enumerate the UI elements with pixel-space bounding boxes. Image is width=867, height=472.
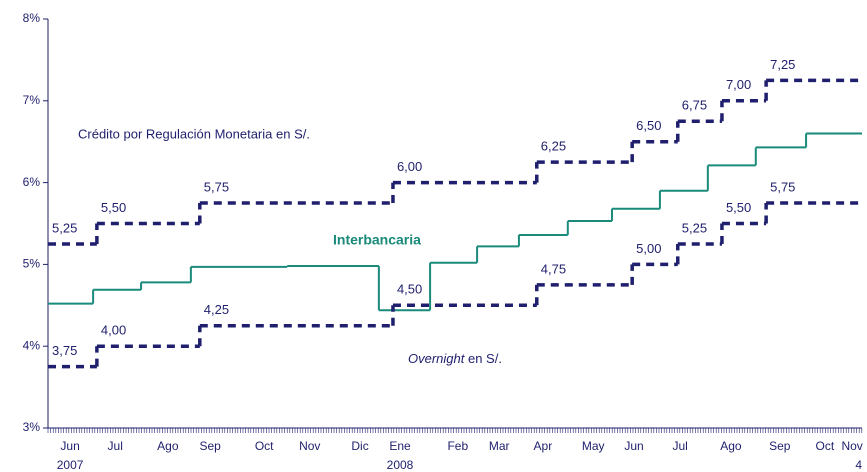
x-tick-label: Jun [60,439,79,453]
x-tick-label: Sep [199,439,221,453]
x-tick-label: Jul [672,439,687,453]
x-tick-label: Sep [769,439,791,453]
data-label: 5,75 [204,179,229,194]
y-tick-label: 6% [23,175,41,189]
data-label: 6,25 [541,139,566,154]
x-tick-label: Mar [489,439,510,453]
x-tick-label: Nov [841,439,862,453]
data-label: 6,75 [682,98,707,113]
x-tick-label: Dic [351,439,368,453]
year-label: 2008 [387,458,414,472]
x-tick-label: Ene [389,439,411,453]
x-tick-label: Nov [299,439,320,453]
year-label: 2007 [57,458,84,472]
y-tick-label: 3% [23,420,41,434]
x-tick-label: Ago [720,439,742,453]
data-label: 7,25 [770,57,795,72]
x-tick-label: Jul [108,439,123,453]
y-tick-label: 7% [23,93,41,107]
series-label: Crédito por Regulación Monetaria en S/. [78,126,310,141]
x-tick-label: Oct [816,439,835,453]
y-tick-label: 4% [23,338,41,352]
series-label: Overnight en S/. [408,351,502,366]
data-label: 4,00 [101,323,126,338]
data-label: 7,00 [726,77,751,92]
data-label: 3,75 [52,343,77,358]
x-tick-label: May [582,439,605,453]
y-tick-label: 5% [23,257,41,271]
data-label: 5,50 [101,200,126,215]
data-label: 6,00 [397,159,422,174]
data-label: 4,25 [204,302,229,317]
x-tick-label: Feb [447,439,468,453]
x-tick-label: Jun [624,439,643,453]
data-label: 5,00 [636,241,661,256]
data-label: 6,50 [636,118,661,133]
data-label: 5,75 [770,179,795,194]
data-label: 5,25 [52,220,77,235]
y-tick-label: 8% [23,11,41,25]
data-label: 5,25 [682,220,707,235]
series-label: Interbancaria [333,232,421,248]
year-label: 4 [855,458,862,472]
data-label: 4,75 [541,261,566,276]
x-tick-label: Oct [255,439,274,453]
data-label: 5,50 [726,200,751,215]
data-label: 4,50 [397,282,422,297]
x-tick-label: Apr [534,439,553,453]
x-tick-label: Ago [157,439,179,453]
